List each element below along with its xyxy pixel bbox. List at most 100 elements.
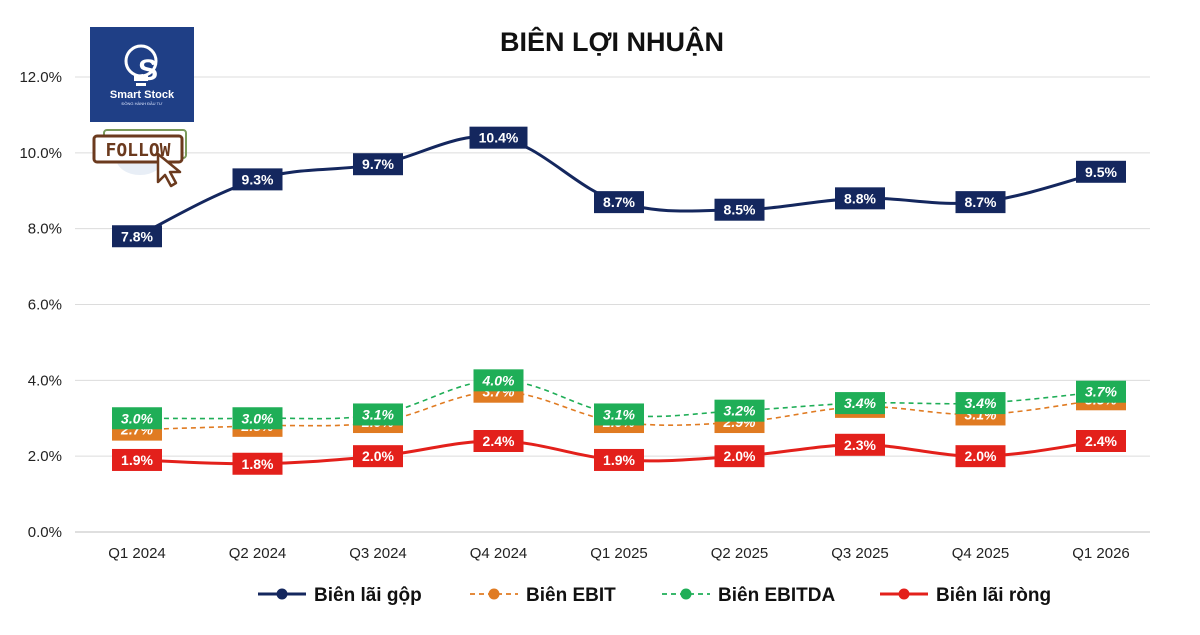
data-label-box bbox=[835, 392, 885, 415]
data-label-bien-ebitda: 3.2% bbox=[714, 399, 765, 422]
logo-tagline: ĐỒNG HÀNH ĐẦU TƯ bbox=[122, 101, 163, 106]
data-label-box bbox=[353, 445, 403, 468]
legend-label: Biên lãi gộp bbox=[314, 585, 422, 606]
data-label-text: 2.4% bbox=[1085, 433, 1117, 449]
data-label-box bbox=[594, 191, 644, 214]
follow-button[interactable]: FOLLOW bbox=[92, 129, 187, 188]
x-tick-label: Q3 2025 bbox=[831, 545, 889, 562]
y-tick-label: 4.0% bbox=[28, 372, 62, 389]
data-label-text: 8.7% bbox=[965, 194, 997, 210]
data-label-box bbox=[112, 225, 162, 248]
data-label-text: 3.2% bbox=[724, 403, 756, 419]
data-label-box bbox=[835, 187, 885, 210]
data-label-bien-lai-rong: 2.3% bbox=[835, 433, 885, 456]
data-label-bien-lai-gop: 9.3% bbox=[232, 168, 283, 191]
x-tick-label: Q4 2025 bbox=[952, 545, 1010, 562]
data-label-bien-lai-rong: 1.9% bbox=[112, 448, 162, 471]
legend-marker bbox=[680, 588, 692, 600]
data-label-box bbox=[835, 433, 885, 456]
data-label-bien-lai-gop: 8.8% bbox=[835, 187, 885, 210]
data-label-text: 1.9% bbox=[121, 452, 153, 468]
data-label-text: 8.7% bbox=[603, 194, 635, 210]
y-tick-label: 10.0% bbox=[19, 145, 62, 162]
data-label-box bbox=[955, 392, 1006, 415]
data-label-bien-ebitda: 3.0% bbox=[112, 407, 162, 430]
data-label-bien-lai-rong: 2.0% bbox=[714, 445, 765, 468]
data-label-text: 9.5% bbox=[1085, 164, 1117, 180]
data-labels: 2.7%2.8%2.9%3.7%2.9%2.9%3.3%3.1%3.5%3.0%… bbox=[112, 126, 1126, 475]
data-label-text: 9.3% bbox=[242, 171, 274, 187]
x-tick-label: Q3 2024 bbox=[349, 545, 407, 562]
data-label-bien-lai-gop: 8.7% bbox=[594, 191, 644, 214]
data-label-text: 3.0% bbox=[242, 410, 274, 426]
data-label-box bbox=[1076, 160, 1126, 183]
data-label-bien-lai-gop: 9.5% bbox=[1076, 160, 1126, 183]
data-label-box bbox=[112, 407, 162, 430]
data-label-box bbox=[473, 430, 524, 452]
data-label-text: 4.0% bbox=[482, 372, 515, 388]
data-label-text: 3.1% bbox=[603, 406, 635, 422]
data-label-bien-lai-gop: 8.5% bbox=[714, 198, 765, 221]
legend-marker bbox=[276, 588, 288, 600]
logo-letter: S bbox=[138, 54, 158, 87]
data-label-bien-lai-rong: 1.8% bbox=[232, 452, 283, 475]
data-label-box bbox=[594, 448, 644, 471]
data-label-text: 2.0% bbox=[362, 448, 394, 464]
data-label-text: 3.4% bbox=[965, 395, 997, 411]
data-label-box bbox=[232, 452, 283, 475]
logo-name: Smart Stock bbox=[110, 89, 175, 101]
data-label-bien-ebitda: 3.4% bbox=[955, 392, 1006, 415]
data-label-bien-lai-gop: 7.8% bbox=[112, 225, 162, 248]
data-label-bien-lai-rong: 2.4% bbox=[1076, 430, 1126, 452]
data-label-text: 9.7% bbox=[362, 156, 394, 172]
y-tick-label: 8.0% bbox=[28, 221, 62, 238]
data-label-bien-ebitda: 3.1% bbox=[594, 403, 644, 426]
x-tick-label: Q1 2026 bbox=[1072, 545, 1130, 562]
data-label-text: 8.8% bbox=[844, 190, 876, 206]
data-label-text: 3.7% bbox=[1085, 384, 1117, 400]
data-label-box bbox=[469, 126, 528, 149]
data-label-box bbox=[232, 407, 283, 430]
data-label-text: 3.1% bbox=[362, 406, 394, 422]
chart-title: BIÊN LỢI NHUẬN bbox=[500, 26, 724, 57]
data-label-bien-ebitda: 3.0% bbox=[232, 407, 283, 430]
smart-stock-logo: S Smart Stock ĐỒNG HÀNH ĐẦU TƯ bbox=[90, 27, 194, 122]
legend-label: Biên lãi ròng bbox=[936, 585, 1051, 606]
x-tick-label: Q4 2024 bbox=[470, 545, 528, 562]
x-tick-label: Q1 2024 bbox=[108, 545, 166, 562]
cursor-arrow-icon bbox=[156, 152, 182, 188]
data-label-bien-lai-rong: 2.4% bbox=[473, 430, 524, 452]
y-tick-label: 12.0% bbox=[19, 69, 62, 86]
data-label-box bbox=[353, 153, 403, 176]
data-label-box bbox=[232, 168, 283, 191]
data-label-bien-lai-gop: 8.7% bbox=[955, 191, 1006, 214]
data-label-box bbox=[714, 399, 765, 422]
data-label-box bbox=[112, 448, 162, 471]
legend-label: Biên EBIT bbox=[526, 585, 616, 606]
data-label-text: 10.4% bbox=[479, 130, 519, 146]
data-label-text: 2.4% bbox=[483, 433, 515, 449]
data-label-text: 1.8% bbox=[242, 456, 274, 472]
y-tick-label: 6.0% bbox=[28, 297, 62, 314]
data-label-bien-lai-rong: 2.0% bbox=[353, 445, 403, 468]
data-label-box bbox=[473, 369, 524, 392]
data-label-text: 7.8% bbox=[121, 228, 153, 244]
data-label-text: 8.5% bbox=[724, 202, 756, 218]
legend-label: Biên EBITDA bbox=[718, 585, 835, 606]
x-tick-label: Q2 2025 bbox=[711, 545, 769, 562]
legend-item-bien-ebit: Biên EBIT bbox=[470, 585, 616, 606]
data-label-box bbox=[353, 403, 403, 426]
data-label-box bbox=[714, 445, 765, 468]
y-axis: 0.0% 2.0% 4.0% 6.0% 8.0% 10.0% 12.0% bbox=[19, 69, 62, 541]
legend-item-bien-lai-rong: Biên lãi ròng bbox=[880, 585, 1051, 606]
y-tick-label: 0.0% bbox=[28, 524, 62, 541]
data-label-box bbox=[955, 445, 1006, 468]
data-label-text: 2.3% bbox=[844, 437, 876, 453]
data-label-text: 3.0% bbox=[121, 410, 153, 426]
data-label-box bbox=[714, 198, 765, 221]
data-label-bien-ebitda: 3.4% bbox=[835, 392, 885, 415]
x-axis: Q1 2024 Q2 2024 Q3 2024 Q4 2024 Q1 2025 Q2 20… bbox=[108, 545, 1130, 562]
data-label-box bbox=[1076, 380, 1126, 403]
data-label-bien-lai-gop: 9.7% bbox=[353, 153, 403, 176]
